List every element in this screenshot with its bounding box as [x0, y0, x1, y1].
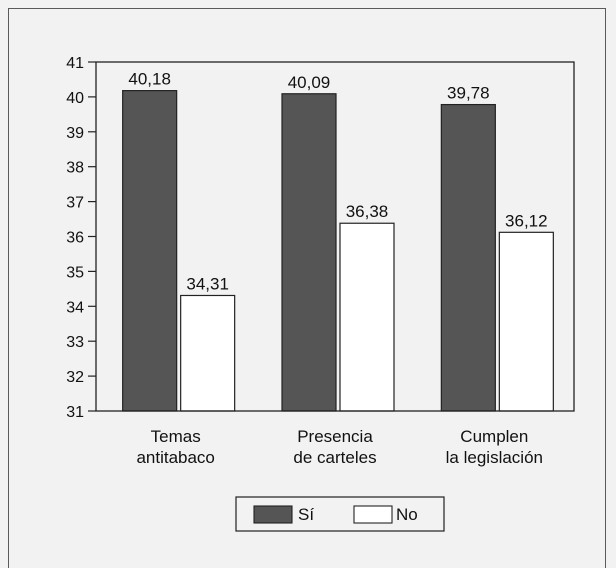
legend-label: Sí — [298, 505, 314, 524]
category-label: de carteles — [293, 448, 376, 467]
legend-swatch — [253, 505, 293, 524]
bar-si — [122, 90, 178, 412]
y-tick-label: 39 — [66, 125, 84, 142]
y-tick-label: 31 — [66, 404, 84, 421]
y-tick-label: 32 — [66, 369, 84, 386]
category-label: Temas — [151, 427, 201, 446]
bar-no — [339, 222, 395, 412]
category-label: antitabaco — [136, 448, 214, 467]
data-label: 39,78 — [447, 84, 490, 103]
legend-swatch — [353, 505, 393, 524]
y-tick-label: 35 — [66, 264, 84, 281]
y-tick-label: 40 — [66, 90, 84, 107]
bar-no — [180, 294, 236, 412]
y-tick-label: 33 — [66, 334, 84, 351]
plot-border — [95, 61, 575, 412]
bar-no — [498, 231, 554, 412]
bar-si — [440, 103, 496, 412]
data-label: 40,09 — [288, 73, 331, 92]
data-label: 36,12 — [505, 211, 548, 230]
y-tick-label: 37 — [66, 195, 84, 212]
data-label: 34,31 — [186, 274, 229, 293]
data-label: 40,18 — [128, 70, 171, 89]
figure-frame — [8, 8, 606, 568]
data-label: 36,38 — [346, 202, 389, 221]
legend-label: No — [396, 505, 418, 524]
y-tick-label: 34 — [66, 299, 84, 316]
y-tick-label: 36 — [66, 230, 84, 247]
y-tick-label: 41 — [66, 55, 84, 72]
y-tick-label: 38 — [66, 160, 84, 177]
bar-si — [281, 93, 337, 412]
category-label: Cumplen — [460, 427, 528, 446]
category-label: la legislación — [446, 448, 543, 467]
category-label: Presencia — [297, 427, 373, 446]
